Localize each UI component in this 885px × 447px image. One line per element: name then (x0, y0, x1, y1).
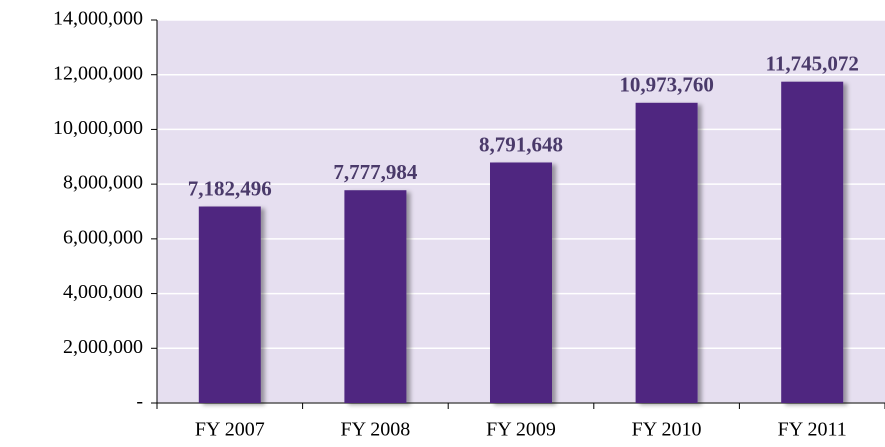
y-tick-label: 12,000,000 (53, 62, 143, 84)
bar (490, 162, 552, 403)
bar (635, 102, 698, 404)
x-tick-label: FY 2010 (632, 419, 702, 441)
y-tick-label: 4,000,000 (63, 281, 143, 303)
bar (781, 81, 844, 403)
x-tick-label: FY 2011 (778, 419, 847, 441)
y-tick-label: - (136, 391, 143, 413)
y-tick-label: 2,000,000 (63, 336, 143, 358)
data-label: 7,182,496 (188, 176, 272, 200)
x-tick-label: FY 2009 (486, 419, 556, 441)
data-label: 7,777,984 (333, 160, 418, 184)
bar (344, 190, 407, 403)
x-tick-label: FY 2007 (195, 419, 265, 441)
x-tick-label: FY 2008 (340, 419, 410, 441)
data-label: 10,973,760 (619, 73, 714, 97)
data-label: 11,745,072 (766, 52, 859, 76)
y-tick-label: 8,000,000 (63, 172, 143, 194)
bar (198, 206, 261, 403)
y-tick-label: 14,000,000 (53, 8, 143, 30)
data-label: 8,791,648 (479, 132, 563, 156)
y-tick-label: 10,000,000 (53, 117, 143, 139)
y-tick-label: 6,000,000 (63, 226, 143, 248)
